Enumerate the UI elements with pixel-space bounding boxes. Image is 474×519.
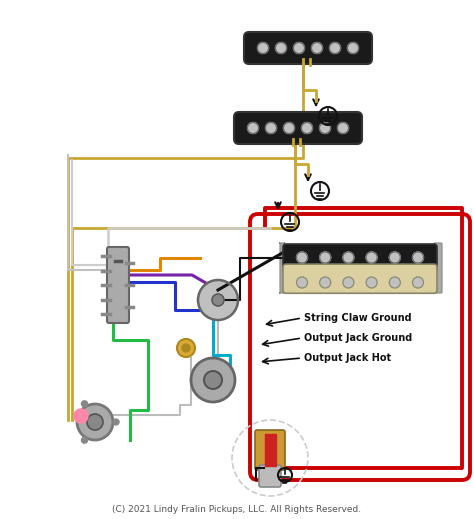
FancyBboxPatch shape bbox=[259, 465, 281, 487]
Bar bbox=[265, 434, 270, 466]
Circle shape bbox=[319, 277, 331, 288]
Circle shape bbox=[265, 122, 276, 133]
Text: Output Jack Ground: Output Jack Ground bbox=[304, 333, 412, 343]
Circle shape bbox=[389, 277, 401, 288]
Circle shape bbox=[77, 404, 113, 440]
Circle shape bbox=[87, 414, 103, 430]
FancyBboxPatch shape bbox=[107, 247, 129, 323]
Circle shape bbox=[389, 252, 401, 263]
Circle shape bbox=[182, 344, 190, 352]
Circle shape bbox=[343, 277, 354, 288]
Circle shape bbox=[198, 280, 238, 320]
Circle shape bbox=[366, 277, 377, 288]
Circle shape bbox=[191, 358, 235, 402]
Circle shape bbox=[297, 252, 308, 263]
Circle shape bbox=[337, 122, 348, 133]
Circle shape bbox=[293, 43, 304, 53]
Bar bbox=[271, 434, 276, 466]
Text: Output Jack Hot: Output Jack Hot bbox=[304, 353, 391, 363]
Circle shape bbox=[366, 252, 377, 263]
Circle shape bbox=[412, 277, 423, 288]
FancyBboxPatch shape bbox=[244, 32, 372, 64]
Circle shape bbox=[311, 43, 322, 53]
Circle shape bbox=[412, 252, 423, 263]
Circle shape bbox=[283, 122, 294, 133]
Circle shape bbox=[319, 252, 331, 263]
Text: (C) 2021 Lindy Fralin Pickups, LLC. All Rights Reserved.: (C) 2021 Lindy Fralin Pickups, LLC. All … bbox=[112, 506, 362, 514]
Circle shape bbox=[319, 122, 330, 133]
Circle shape bbox=[204, 371, 222, 389]
Circle shape bbox=[329, 43, 340, 53]
FancyBboxPatch shape bbox=[234, 112, 362, 144]
FancyBboxPatch shape bbox=[279, 243, 285, 293]
Circle shape bbox=[212, 294, 224, 306]
Circle shape bbox=[82, 437, 88, 443]
FancyBboxPatch shape bbox=[255, 430, 285, 470]
Circle shape bbox=[113, 419, 119, 425]
Text: String Claw Ground: String Claw Ground bbox=[304, 313, 411, 323]
Circle shape bbox=[177, 339, 195, 357]
Circle shape bbox=[74, 409, 88, 423]
Circle shape bbox=[301, 122, 312, 133]
Circle shape bbox=[297, 277, 308, 288]
FancyBboxPatch shape bbox=[283, 244, 437, 272]
Circle shape bbox=[343, 252, 354, 263]
Circle shape bbox=[257, 43, 268, 53]
Circle shape bbox=[275, 43, 286, 53]
Circle shape bbox=[247, 122, 258, 133]
Circle shape bbox=[347, 43, 358, 53]
Circle shape bbox=[82, 401, 88, 407]
FancyBboxPatch shape bbox=[434, 243, 442, 293]
FancyBboxPatch shape bbox=[283, 264, 437, 293]
